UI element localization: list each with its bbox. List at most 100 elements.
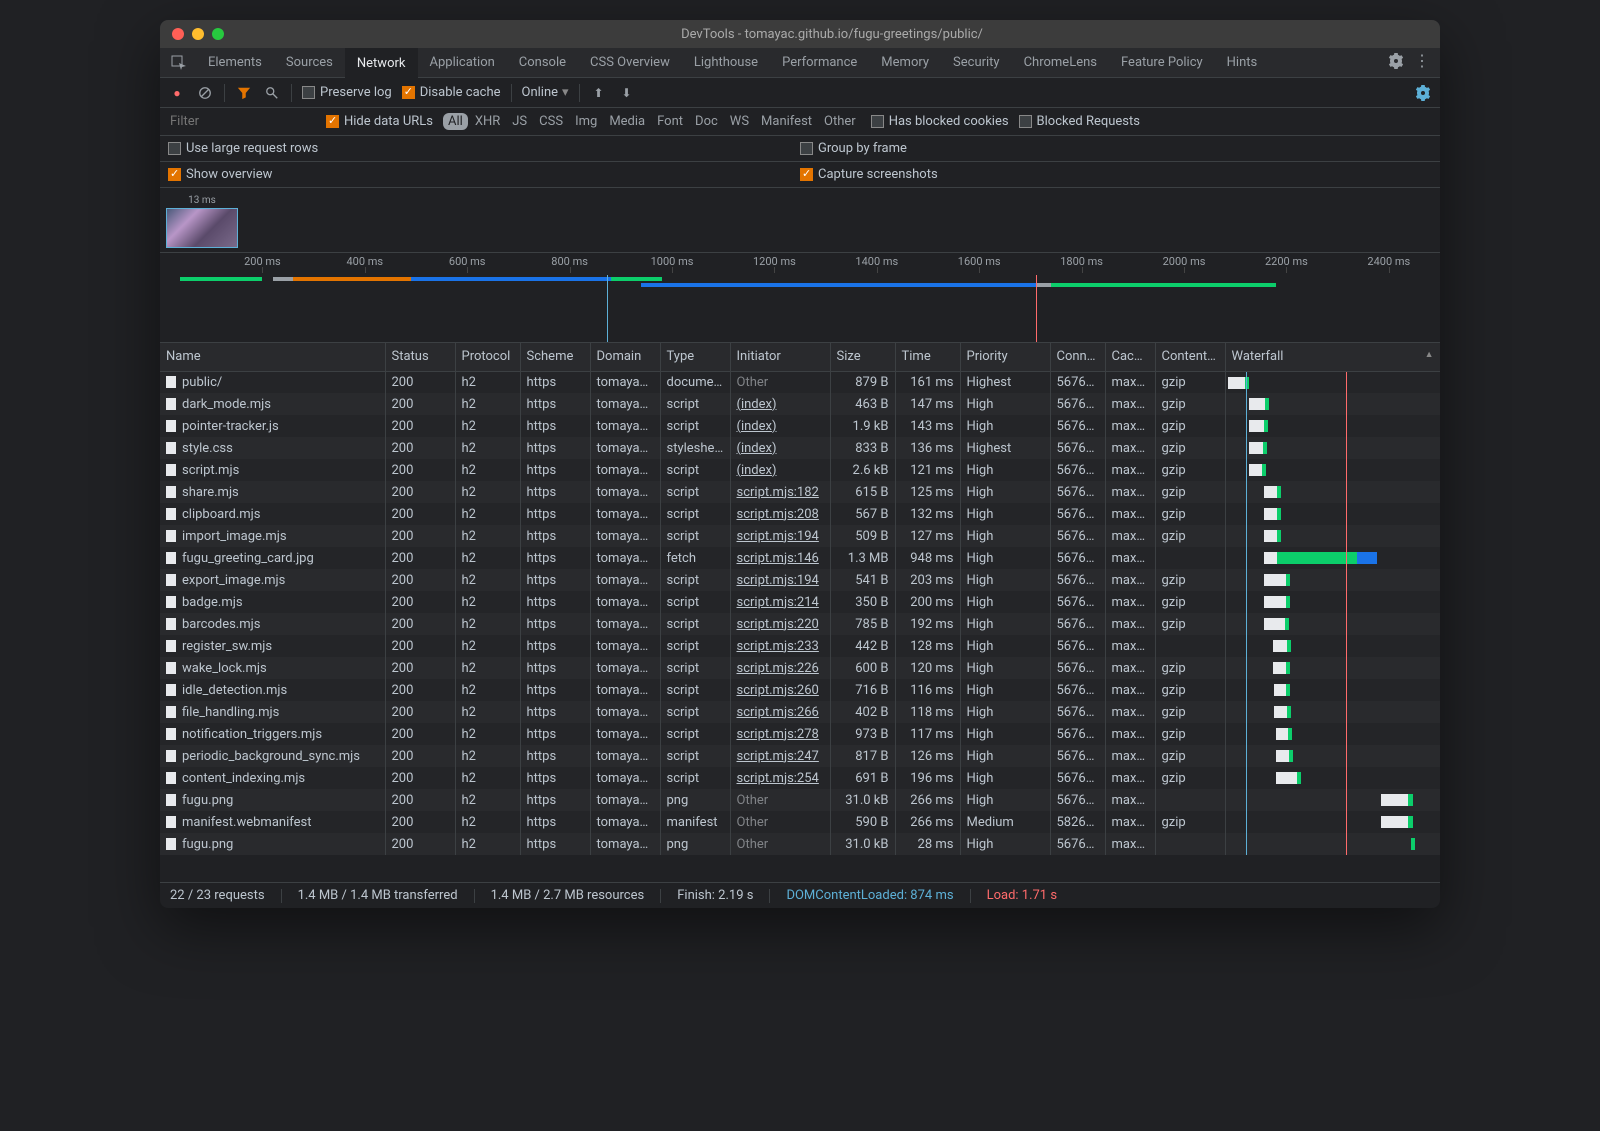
tab-security[interactable]: Security [941,48,1012,78]
tab-sources[interactable]: Sources [274,48,345,78]
request-row[interactable]: barcodes.mjs200h2httpstomayac…scriptscri… [160,613,1440,635]
group-by-frame-checkbox[interactable]: Group by frame [800,141,907,156]
minimize-window-button[interactable] [192,28,204,40]
timeline-tick-label: 800 ms [551,255,588,268]
tab-network[interactable]: Network [345,48,418,78]
column-header-cach[interactable]: Cach… [1105,343,1155,371]
capture-screenshots-checkbox[interactable]: Capture screenshots [800,167,938,182]
type-filter-ws[interactable]: WS [725,113,754,130]
request-row[interactable]: fugu.png200h2httpstomayac…pngOther31.0 k… [160,833,1440,855]
column-header-conne[interactable]: Conne… [1050,343,1105,371]
screenshot-time-label: 13 ms [166,195,238,206]
preserve-log-checkbox[interactable]: Preserve log [302,85,392,100]
request-row[interactable]: clipboard.mjs200h2httpstomayac…scriptscr… [160,503,1440,525]
tab-memory[interactable]: Memory [869,48,941,78]
close-window-button[interactable] [172,28,184,40]
tab-feature-policy[interactable]: Feature Policy [1109,48,1215,78]
request-row[interactable]: public/200h2httpstomayac…documentOther87… [160,371,1440,393]
blocked-cookies-checkbox[interactable]: Has blocked cookies [871,114,1009,129]
column-header-status[interactable]: Status [385,343,455,371]
type-filter-manifest[interactable]: Manifest [756,113,817,130]
request-row[interactable]: wake_lock.mjs200h2httpstomayac…scriptscr… [160,657,1440,679]
network-settings-icon[interactable] [1414,84,1432,102]
status-resources: 1.4 MB / 2.7 MB resources [491,888,645,903]
tab-lighthouse[interactable]: Lighthouse [682,48,770,78]
type-filter-img[interactable]: Img [570,113,602,130]
tab-css-overview[interactable]: CSS Overview [578,48,682,78]
column-header-waterfall[interactable]: Waterfall [1225,343,1440,371]
type-filter-font[interactable]: Font [652,113,688,130]
request-row[interactable]: share.mjs200h2httpstomayac…scriptscript.… [160,481,1440,503]
tab-performance[interactable]: Performance [770,48,869,78]
request-row[interactable]: fugu_greeting_card.jpg200h2httpstomayac…… [160,547,1440,569]
request-row[interactable]: content_indexing.mjs200h2httpstomayac…sc… [160,767,1440,789]
request-row[interactable]: file_handling.mjs200h2httpstomayac…scrip… [160,701,1440,723]
request-row[interactable]: badge.mjs200h2httpstomayac…scriptscript.… [160,591,1440,613]
download-har-icon[interactable]: ⬇ [618,84,636,102]
type-filter-other[interactable]: Other [819,113,861,130]
timeline-tick-label: 200 ms [244,255,281,268]
request-row[interactable]: import_image.mjs200h2httpstomayac…script… [160,525,1440,547]
column-header-name[interactable]: Name [160,343,385,371]
show-overview-checkbox[interactable]: Show overview [168,167,272,182]
inspect-element-icon[interactable] [166,50,192,76]
throttle-select[interactable]: Online▾ [522,85,569,100]
file-icon [166,706,176,718]
file-icon [166,618,176,630]
upload-har-icon[interactable]: ⬆ [590,84,608,102]
tab-elements[interactable]: Elements [196,48,274,78]
screenshot-thumbnail[interactable]: 13 ms [166,195,238,248]
timeline-tick-label: 2200 ms [1265,255,1308,268]
record-button[interactable]: ● [168,84,186,102]
column-header-size[interactable]: Size [830,343,895,371]
type-filter-all[interactable]: All [443,113,468,130]
column-header-initiator[interactable]: Initiator [730,343,830,371]
type-filter-css[interactable]: CSS [534,113,568,130]
disable-cache-label: Disable cache [420,85,501,100]
search-icon[interactable] [263,84,281,102]
screenshot-image [166,208,238,248]
tab-chromelens[interactable]: ChromeLens [1012,48,1109,78]
disable-cache-checkbox[interactable]: Disable cache [402,85,501,100]
request-row[interactable]: periodic_background_sync.mjs200h2httpsto… [160,745,1440,767]
filter-toggle-icon[interactable] [235,84,253,102]
request-row[interactable]: export_image.mjs200h2httpstomayac…script… [160,569,1440,591]
column-header-time[interactable]: Time [895,343,960,371]
file-icon [166,376,176,388]
tab-console[interactable]: Console [507,48,578,78]
column-header-protocol[interactable]: Protocol [455,343,520,371]
column-header-priority[interactable]: Priority [960,343,1050,371]
more-menu-icon[interactable]: ⋮ [1414,53,1430,72]
request-row[interactable]: pointer-tracker.js200h2httpstomayac…scri… [160,415,1440,437]
large-rows-checkbox[interactable]: Use large request rows [168,141,318,156]
column-header-content[interactable]: Content-… [1155,343,1225,371]
tab-application[interactable]: Application [418,48,507,78]
status-finish: Finish: 2.19 s [677,888,753,903]
type-filter-doc[interactable]: Doc [690,113,723,130]
settings-gear-icon[interactable] [1388,53,1404,72]
type-filter-xhr[interactable]: XHR [470,113,505,130]
request-row[interactable]: style.css200h2httpstomayac…stylesheet(in… [160,437,1440,459]
request-row[interactable]: dark_mode.mjs200h2httpstomayac…script(in… [160,393,1440,415]
maximize-window-button[interactable] [212,28,224,40]
request-row[interactable]: manifest.webmanifest200h2httpstomayac…ma… [160,811,1440,833]
filter-input[interactable] [166,112,316,132]
column-header-type[interactable]: Type [660,343,730,371]
timeline-overview[interactable]: 200 ms400 ms600 ms800 ms1000 ms1200 ms14… [160,253,1440,343]
option-row-1: Use large request rows Group by frame [160,136,1440,162]
clear-button[interactable] [196,84,214,102]
type-filter-js[interactable]: JS [507,113,532,130]
request-row[interactable]: fugu.png200h2httpstomayac…pngOther31.0 k… [160,789,1440,811]
column-header-domain[interactable]: Domain [590,343,660,371]
request-row[interactable]: notification_triggers.mjs200h2httpstomay… [160,723,1440,745]
request-table[interactable]: NameStatusProtocolSchemeDomainTypeInitia… [160,343,1440,882]
tab-hints[interactable]: Hints [1215,48,1270,78]
screenshot-strip: 13 ms [160,188,1440,253]
request-row[interactable]: idle_detection.mjs200h2httpstomayac…scri… [160,679,1440,701]
request-row[interactable]: script.mjs200h2httpstomayac…script(index… [160,459,1440,481]
request-row[interactable]: register_sw.mjs200h2httpstomayac…scripts… [160,635,1440,657]
type-filter-media[interactable]: Media [604,113,650,130]
blocked-requests-checkbox[interactable]: Blocked Requests [1019,114,1140,129]
column-header-scheme[interactable]: Scheme [520,343,590,371]
hide-data-urls-checkbox[interactable]: Hide data URLs [326,114,433,129]
